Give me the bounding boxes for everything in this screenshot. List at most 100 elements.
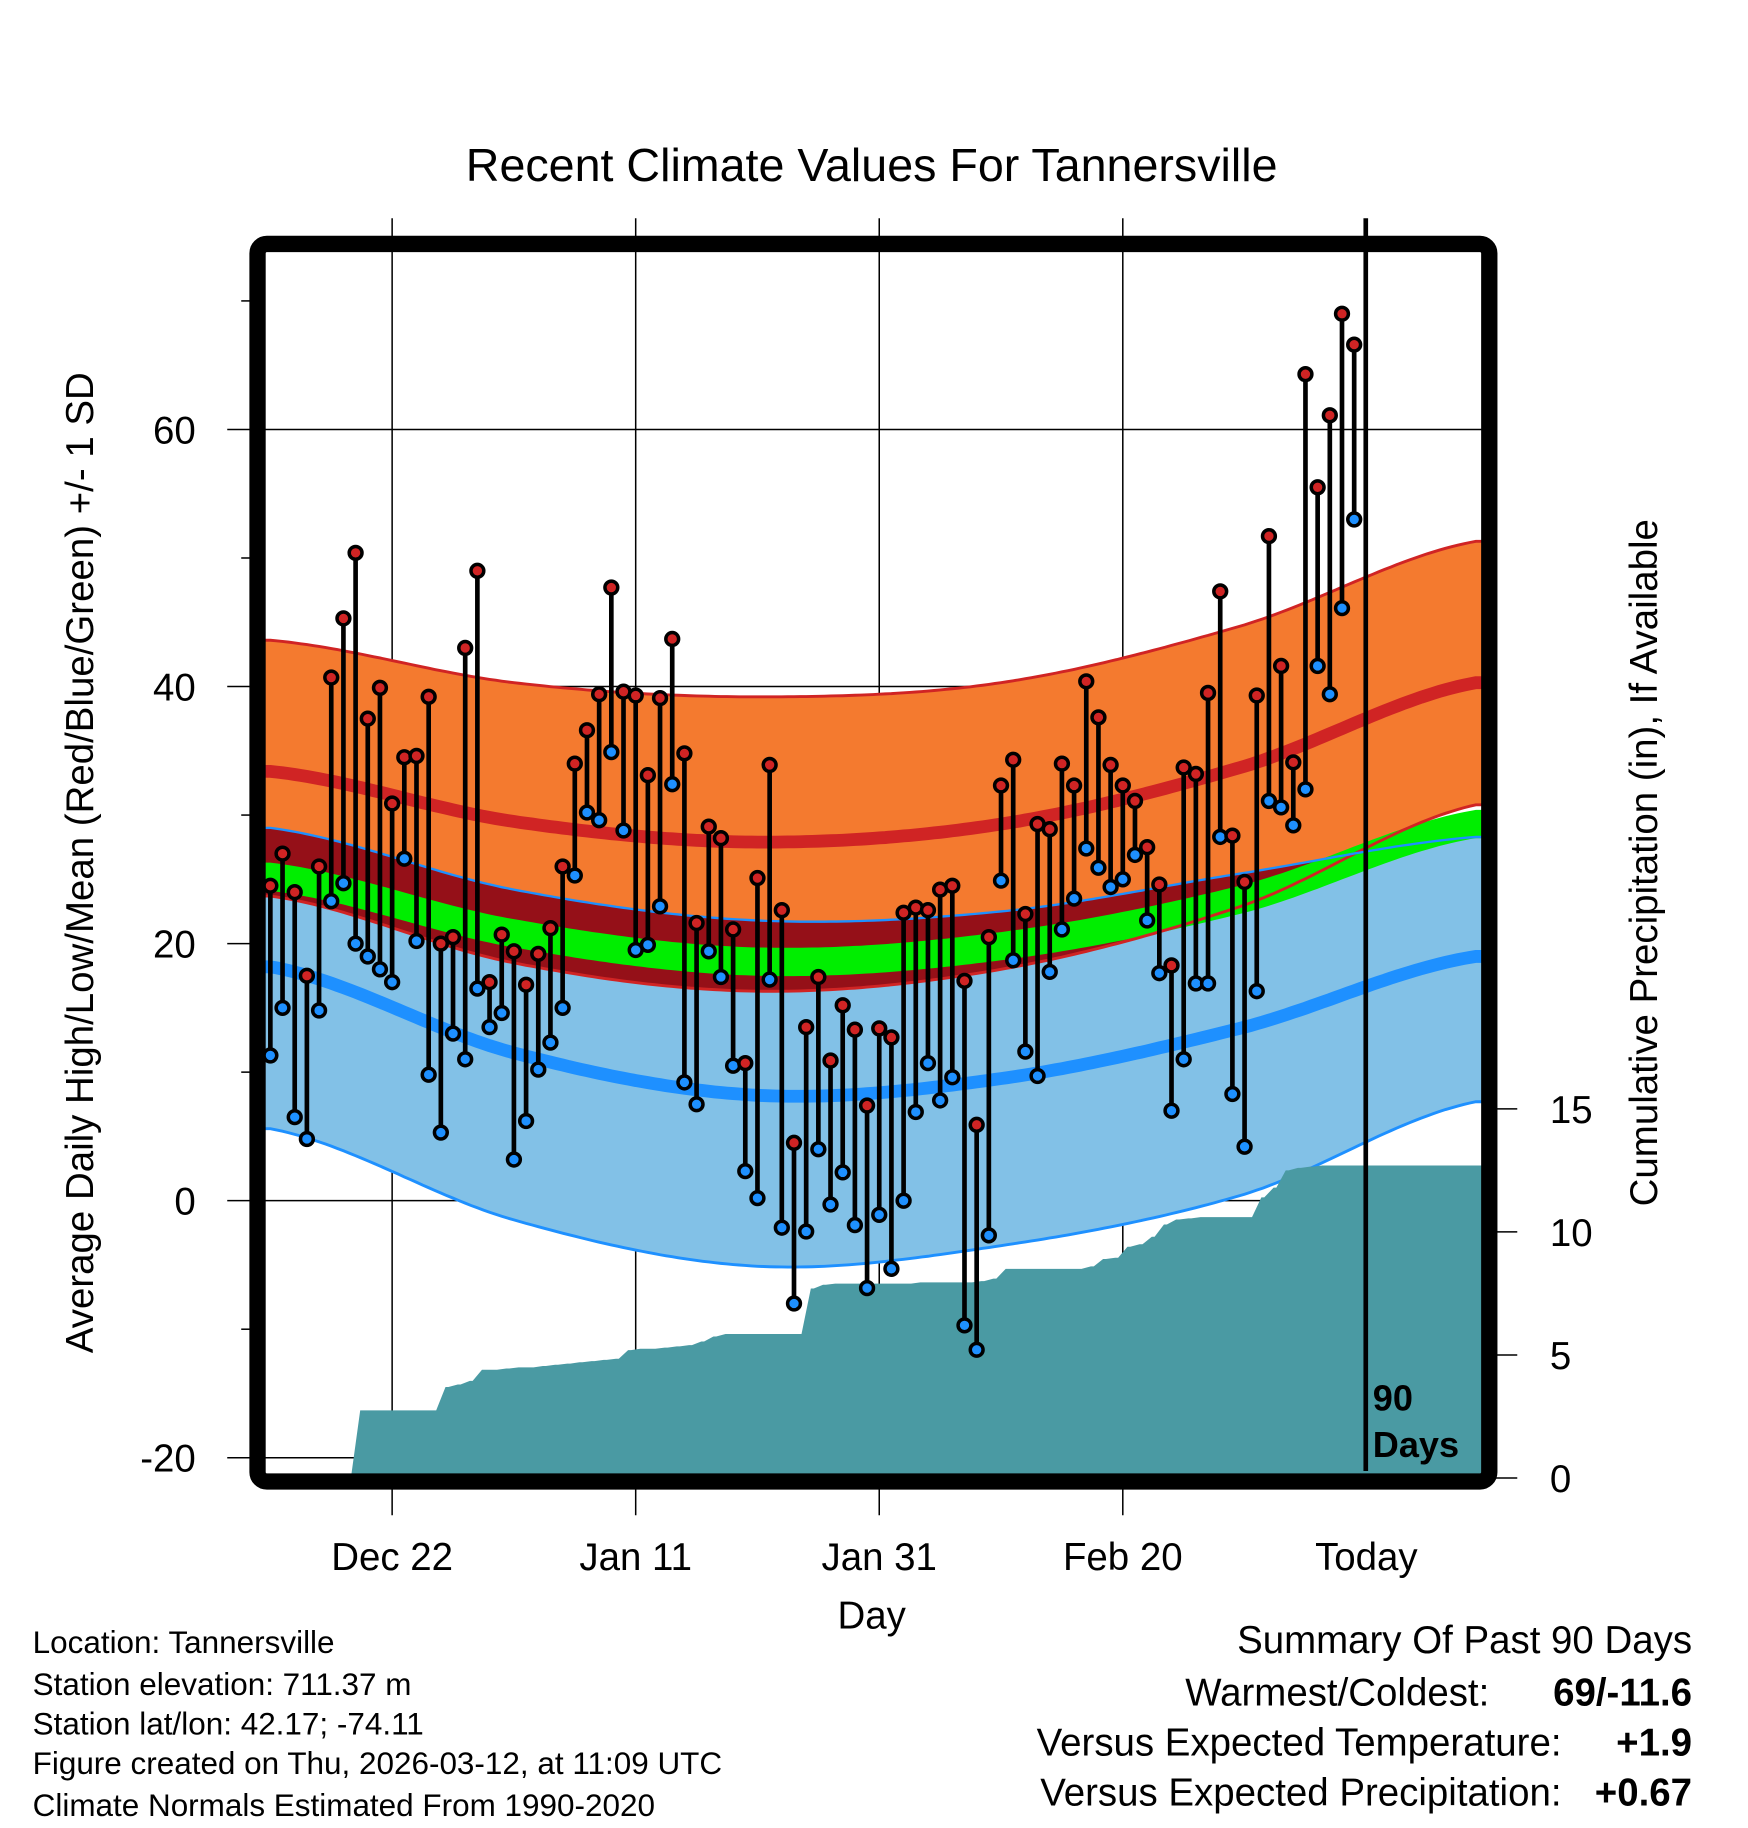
y2-tick-label: 0 [1550,1458,1571,1501]
daily-high-point [286,884,303,901]
daily-low-point [359,948,376,965]
daily-low-point [383,974,401,991]
daily-low-point [846,1216,864,1234]
daily-low-point [858,1279,876,1297]
daily-low-point [554,999,571,1017]
y2-axis-label: Cumulative Precipitation (in), If Availa… [1623,519,1666,1206]
daily-low-point [469,980,486,997]
daily-low-point [1224,1085,1241,1103]
info-location: Location: Tannersville [33,1625,335,1660]
daily-low-point [1309,657,1326,675]
daily-low-point [1005,952,1022,969]
today-days-word: Days [1373,1424,1459,1465]
daily-high-point [785,1134,803,1151]
daily-low-point [810,1141,827,1158]
daily-low-point [1053,921,1071,938]
daily-high-point [1078,673,1095,690]
info-created: Figure created on Thu, 2026-03-12, at 11… [33,1746,722,1781]
daily-low-point [1041,963,1058,981]
daily-low-point [310,1002,328,1019]
chart-title: Recent Climate Values For Tannersville [466,139,1278,191]
precip-anomaly-label: Versus Expected Precipitation: [1040,1771,1561,1814]
daily-low-point [639,936,657,954]
daily-low-point [992,872,1010,889]
daily-high-point [1333,305,1351,322]
precip-area [261,1165,1486,1479]
summary-title: Summary Of Past 90 Days [1237,1619,1692,1662]
daily-high-point [639,767,657,784]
daily-high-point [883,1029,900,1046]
daily-low-point [834,1164,851,1181]
daily-high-point [603,579,620,596]
daily-high-point [1151,876,1168,893]
daily-high-point [1053,755,1071,772]
daily-high-point [262,877,279,894]
today-marker: 90 Days [1363,218,1459,1472]
daily-low-point [603,743,620,761]
daily-low-point [664,776,681,793]
daily-low-point [517,1112,535,1130]
daily-high-point [323,669,340,686]
daily-low-point [798,1223,815,1240]
daily-high-point [688,914,705,932]
daily-low-point [1199,975,1217,992]
daily-low-point [1065,890,1083,907]
mean-band [261,809,1486,977]
daily-low-point [1163,1102,1180,1119]
daily-high-point [944,877,961,894]
y-tick-label: 20 [153,924,196,967]
daily-low-point [1321,686,1338,703]
daily-high-point [822,1052,839,1069]
daily-high-point [968,1116,985,1133]
daily-high-point [724,921,742,938]
daily-low-point [298,1130,316,1148]
daily-low-point [505,1151,523,1168]
daily-high-point [1199,684,1217,702]
daily-low-point [676,1074,693,1091]
daily-high-point [980,929,998,946]
summary: Summary Of Past 90 Days Warmest/Coldest:… [1037,1619,1692,1815]
daily-high-point [1114,777,1131,794]
daily-high-point [1260,527,1278,545]
daily-low-point [968,1341,985,1358]
daily-high-point [1175,759,1192,776]
daily-low-point [1090,859,1107,876]
cumulative-precip-area [261,1165,1486,1479]
daily-high-point [627,687,644,704]
temp-anomaly-value: +1.9 [1616,1721,1692,1764]
daily-low-point [1151,965,1168,982]
daily-low-point [1029,1067,1046,1085]
daily-high-point [310,858,328,875]
daily-high-point [432,935,450,952]
daily-low-point [773,1219,790,1236]
daily-low-point [566,867,583,884]
daily-high-point [1212,583,1229,600]
daily-high-point [651,689,669,707]
daily-low-point [274,999,291,1017]
daily-high-point [1297,366,1314,383]
daily-high-point [858,1097,876,1114]
info-normals: Climate Normals Estimated From 1990-2020 [33,1788,655,1823]
daily-high-point [1321,407,1338,424]
daily-low-point [883,1260,900,1277]
daily-low-point [1272,799,1290,816]
daily-high-point [1272,657,1290,675]
daily-low-point [895,1192,912,1209]
x-tick-label: Jan 11 [579,1536,692,1579]
daily-high-point [712,830,730,847]
daily-low-point [1248,983,1265,1000]
daily-high-point [383,795,401,812]
daily-high-point [530,945,547,963]
daily-low-point [651,898,669,915]
daily-high-point [505,943,523,960]
daily-low-point [907,1103,924,1121]
daily-high-point [1224,827,1241,844]
daily-high-point [371,679,389,696]
daily-low-point [396,850,413,867]
today-days-number: 90 [1373,1377,1413,1418]
daily-low-point [1078,840,1095,857]
daily-low-point [1102,878,1119,896]
daily-high-point [700,818,717,835]
daily-low-point [931,1092,949,1109]
